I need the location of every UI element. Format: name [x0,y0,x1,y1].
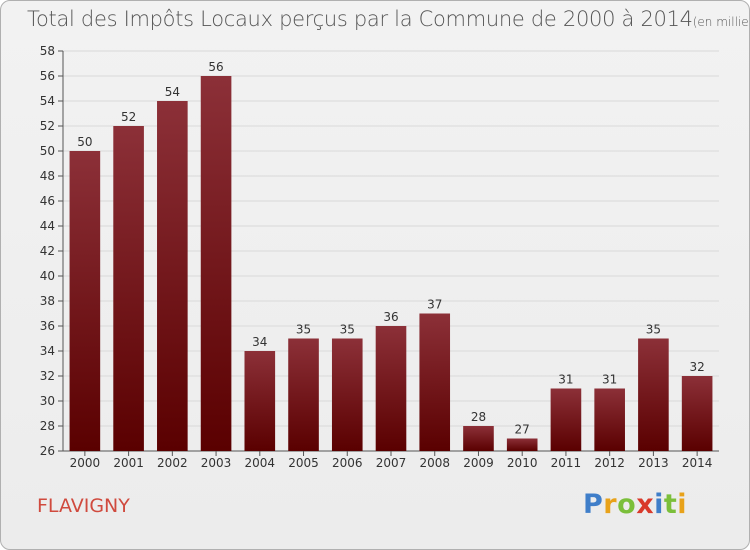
data-label: 37 [427,298,442,312]
y-tick-label: 56 [40,69,55,83]
bar[interactable] [506,438,538,452]
y-tick-label: 58 [40,44,55,58]
y-tick-label: 44 [40,219,55,233]
data-label: 34 [252,335,267,349]
bar[interactable] [244,351,276,451]
data-label: 50 [77,135,92,149]
bar[interactable] [375,326,407,451]
logo-letter: t [663,489,678,520]
x-tick-label: 2014 [682,456,713,470]
data-label: 54 [165,85,180,99]
x-tick-label: 2013 [638,456,669,470]
logo-letter: i [677,489,688,520]
chart-title: Total des Impôts Locaux perçus par la Co… [27,7,749,31]
y-tick-label: 34 [40,344,55,358]
logo-letter: P [583,489,604,520]
data-label: 31 [602,373,617,387]
x-tick-label: 2004 [245,456,276,470]
data-label: 35 [296,323,311,337]
data-label: 35 [646,323,661,337]
bar[interactable] [113,126,144,451]
y-tick-label: 48 [40,169,55,183]
bar[interactable] [550,388,582,452]
y-tick-label: 26 [40,444,55,458]
y-tick-label: 54 [40,94,55,108]
y-tick-label: 42 [40,244,55,258]
x-tick-label: 2002 [157,456,188,470]
chart-title-unit: (en milliers d'€) [692,15,749,29]
x-tick-label: 2000 [70,456,101,470]
bars [69,76,713,452]
bar[interactable] [157,101,188,451]
y-tick-label: 28 [40,419,55,433]
logo-letter: x [636,489,655,520]
x-tick-label: 2006 [332,456,363,470]
y-tick-label: 38 [40,294,55,308]
x-tick-label: 2012 [594,456,625,470]
data-label: 27 [515,423,530,437]
bar[interactable] [69,151,101,451]
data-label: 36 [383,310,398,324]
x-tick-label: 2008 [419,456,450,470]
x-tick-label: 2010 [507,456,538,470]
bar[interactable] [594,388,625,452]
bar[interactable] [288,338,319,452]
proxiti-logo[interactable]: Proxiti [583,489,687,520]
logo-letter: o [617,489,637,520]
y-tick-label: 30 [40,394,55,408]
y-tick-label: 46 [40,194,55,208]
bar[interactable] [200,76,232,451]
y-tick-label: 50 [40,144,55,158]
y-tick-label: 32 [40,369,55,383]
x-tick-labels: 2000 2001 2002 2003 2004 2005 2006 2007 2008 2009… [70,456,713,470]
bar[interactable] [419,313,451,452]
data-label: 31 [558,373,573,387]
logo-letter: i [654,489,664,520]
data-label: 32 [689,360,704,374]
x-tick-label: 2007 [376,456,407,470]
bar[interactable] [463,426,494,451]
y-tick-label: 36 [40,319,55,333]
bar[interactable] [331,338,363,452]
x-tick-label: 2011 [551,456,582,470]
x-tick-label: 2005 [288,456,319,470]
data-label: 56 [208,60,223,74]
x-tick-label: 2001 [113,456,144,470]
x-tick-label: 2009 [463,456,494,470]
bar[interactable] [681,376,713,451]
y-tick-label: 52 [40,119,55,133]
data-label: 52 [121,110,136,124]
data-label: 28 [471,410,486,424]
bar[interactable] [638,338,669,452]
data-label: 35 [340,323,355,337]
x-tick-label: 2003 [201,456,232,470]
y-tick-label: 40 [40,269,55,283]
data-labels: 50 52 54 56 34 35 35 36 37 28 27 31 31 35 32 [77,60,705,437]
logo-letter: r [603,489,618,520]
commune-name: FLAVIGNY [37,495,130,517]
chart-title-text: Total des Impôts Locaux perçus par la Co… [27,7,693,31]
y-tick-labels: 26 28 30 32 34 36 38 40 42 44 46 48 50 52 54 56 58 [40,44,55,458]
